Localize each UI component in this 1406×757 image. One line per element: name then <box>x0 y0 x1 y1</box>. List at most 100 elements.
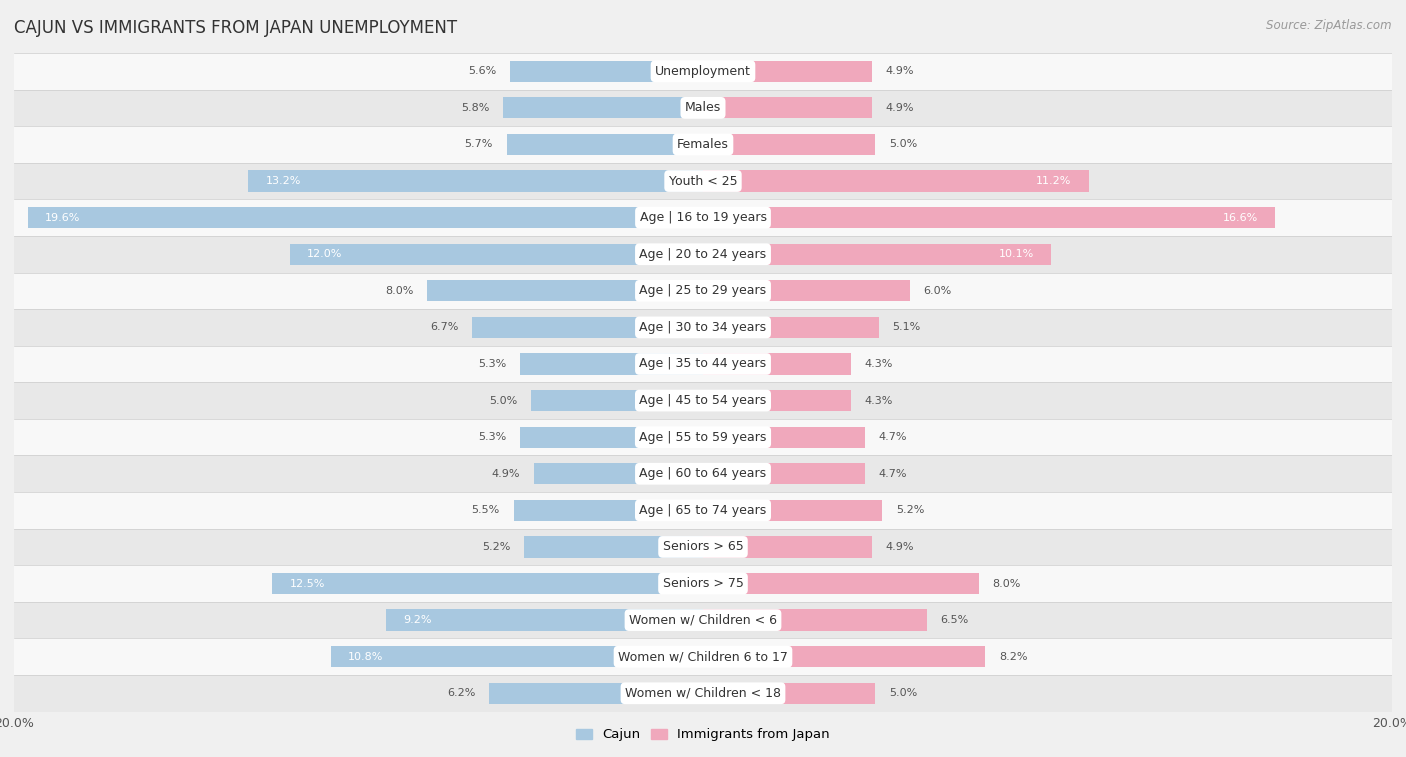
Text: 5.0%: 5.0% <box>889 688 917 698</box>
Text: 4.7%: 4.7% <box>879 432 907 442</box>
Text: Women w/ Children < 18: Women w/ Children < 18 <box>626 687 780 699</box>
Text: 6.2%: 6.2% <box>447 688 475 698</box>
Text: Unemployment: Unemployment <box>655 65 751 78</box>
Text: 4.7%: 4.7% <box>879 469 907 478</box>
Bar <box>520 426 703 448</box>
Bar <box>14 273 1392 309</box>
Bar <box>14 638 1392 675</box>
Text: 5.0%: 5.0% <box>489 396 517 406</box>
Bar <box>703 500 882 521</box>
Text: 8.2%: 8.2% <box>1000 652 1028 662</box>
Text: 5.5%: 5.5% <box>471 506 499 516</box>
Text: CAJUN VS IMMIGRANTS FROM JAPAN UNEMPLOYMENT: CAJUN VS IMMIGRANTS FROM JAPAN UNEMPLOYM… <box>14 19 457 37</box>
Text: 19.6%: 19.6% <box>45 213 80 223</box>
Text: 13.2%: 13.2% <box>266 176 301 186</box>
Bar <box>28 207 703 229</box>
Bar <box>703 170 1088 192</box>
Text: 5.2%: 5.2% <box>896 506 924 516</box>
Text: 5.8%: 5.8% <box>461 103 489 113</box>
Bar <box>427 280 703 301</box>
Bar <box>703 390 851 411</box>
Bar <box>14 565 1392 602</box>
Text: Males: Males <box>685 101 721 114</box>
Text: 4.3%: 4.3% <box>865 359 893 369</box>
Text: Age | 16 to 19 years: Age | 16 to 19 years <box>640 211 766 224</box>
Text: 4.3%: 4.3% <box>865 396 893 406</box>
Bar <box>703 244 1050 265</box>
Text: Age | 25 to 29 years: Age | 25 to 29 years <box>640 285 766 298</box>
Text: 6.0%: 6.0% <box>924 286 952 296</box>
Bar <box>534 463 703 484</box>
Bar <box>330 646 703 668</box>
Bar <box>14 163 1392 199</box>
Bar <box>513 500 703 521</box>
Bar <box>14 602 1392 638</box>
Text: 4.9%: 4.9% <box>492 469 520 478</box>
Text: 6.5%: 6.5% <box>941 615 969 625</box>
Bar <box>14 126 1392 163</box>
Text: Women w/ Children 6 to 17: Women w/ Children 6 to 17 <box>619 650 787 663</box>
Text: 4.9%: 4.9% <box>886 67 914 76</box>
Text: 16.6%: 16.6% <box>1222 213 1257 223</box>
Bar <box>510 61 703 82</box>
Text: 5.6%: 5.6% <box>468 67 496 76</box>
Bar <box>703 280 910 301</box>
Bar <box>14 199 1392 236</box>
Bar <box>703 683 875 704</box>
Text: Age | 55 to 59 years: Age | 55 to 59 years <box>640 431 766 444</box>
Bar <box>703 134 875 155</box>
Text: 12.5%: 12.5% <box>290 578 325 588</box>
Bar <box>14 492 1392 528</box>
Bar <box>14 528 1392 565</box>
Text: Seniors > 65: Seniors > 65 <box>662 540 744 553</box>
Text: Age | 60 to 64 years: Age | 60 to 64 years <box>640 467 766 480</box>
Bar <box>703 354 851 375</box>
Bar <box>703 316 879 338</box>
Text: Youth < 25: Youth < 25 <box>669 175 737 188</box>
Text: Age | 30 to 34 years: Age | 30 to 34 years <box>640 321 766 334</box>
Bar <box>14 419 1392 456</box>
Bar <box>14 236 1392 273</box>
Bar <box>503 97 703 119</box>
Text: Source: ZipAtlas.com: Source: ZipAtlas.com <box>1267 19 1392 32</box>
Bar <box>524 536 703 558</box>
Text: 11.2%: 11.2% <box>1036 176 1071 186</box>
Text: Females: Females <box>678 138 728 151</box>
Legend: Cajun, Immigrants from Japan: Cajun, Immigrants from Japan <box>576 728 830 741</box>
Bar <box>703 646 986 668</box>
Bar <box>14 675 1392 712</box>
Bar <box>387 609 703 631</box>
Text: 5.7%: 5.7% <box>464 139 494 149</box>
Bar <box>703 97 872 119</box>
Text: 12.0%: 12.0% <box>307 249 342 259</box>
Bar <box>703 463 865 484</box>
Text: 5.3%: 5.3% <box>478 359 506 369</box>
Bar <box>531 390 703 411</box>
Bar <box>703 609 927 631</box>
Bar <box>703 207 1275 229</box>
Bar <box>14 309 1392 346</box>
Text: 4.9%: 4.9% <box>886 103 914 113</box>
Text: 6.7%: 6.7% <box>430 322 458 332</box>
Bar <box>506 134 703 155</box>
Bar <box>703 426 865 448</box>
Text: Women w/ Children < 6: Women w/ Children < 6 <box>628 614 778 627</box>
Bar <box>14 456 1392 492</box>
Text: Age | 65 to 74 years: Age | 65 to 74 years <box>640 504 766 517</box>
Bar <box>489 683 703 704</box>
Bar <box>14 382 1392 419</box>
Bar <box>14 346 1392 382</box>
Bar <box>703 61 872 82</box>
Text: 5.3%: 5.3% <box>478 432 506 442</box>
Bar <box>273 573 703 594</box>
Text: Age | 35 to 44 years: Age | 35 to 44 years <box>640 357 766 370</box>
Bar <box>290 244 703 265</box>
Bar <box>472 316 703 338</box>
Text: 5.1%: 5.1% <box>893 322 921 332</box>
Bar <box>520 354 703 375</box>
Text: 5.2%: 5.2% <box>482 542 510 552</box>
Text: Seniors > 75: Seniors > 75 <box>662 577 744 590</box>
Text: Age | 20 to 24 years: Age | 20 to 24 years <box>640 248 766 260</box>
Text: Age | 45 to 54 years: Age | 45 to 54 years <box>640 394 766 407</box>
Text: 5.0%: 5.0% <box>889 139 917 149</box>
